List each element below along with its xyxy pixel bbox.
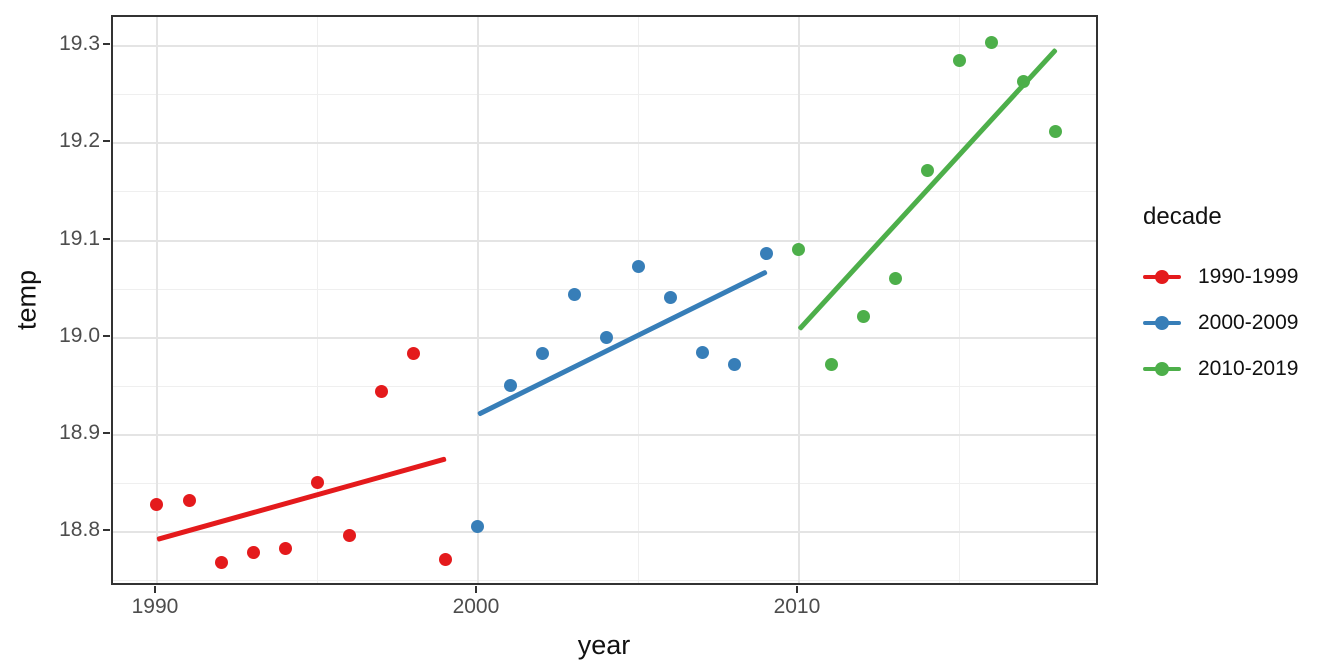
data-point (407, 346, 421, 360)
data-point (375, 384, 389, 398)
data-point (471, 519, 485, 533)
legend-key-line-dot-icon (1143, 270, 1181, 285)
data-point (952, 54, 966, 68)
y-tick-label: 18.9 (59, 420, 100, 444)
tick-mark (103, 529, 110, 532)
data-point (246, 545, 260, 559)
gridline-minor-h (113, 191, 1096, 193)
x-axis-title: year (577, 630, 631, 660)
legend-item-label: 2000-2009 (1198, 311, 1299, 334)
x-tick-label: 2010 (773, 595, 821, 618)
legend-item-2010-2019: 2010-2019 (1143, 346, 1298, 392)
data-point (214, 555, 228, 569)
y-tick-label: 19.2 (59, 129, 100, 153)
x-tick-label: 1990 (131, 595, 179, 618)
gridline-minor-v (316, 17, 318, 583)
data-point (278, 542, 292, 556)
data-point (920, 164, 934, 178)
gridline-major-h (113, 45, 1096, 48)
legend-item-label: 2010-2019 (1198, 357, 1299, 380)
data-point (824, 358, 838, 372)
legend: decade 1990-1999 2000-2009 2010-2019 (1143, 203, 1343, 380)
data-point (182, 494, 196, 508)
data-point (1049, 125, 1063, 139)
trend-line (156, 456, 447, 542)
y-tick-label: 19.3 (59, 32, 100, 56)
data-point (343, 529, 357, 543)
data-point (888, 271, 902, 285)
data-point (664, 291, 678, 305)
tick-mark (474, 586, 477, 593)
data-point (599, 331, 613, 345)
plot-area (113, 17, 1096, 583)
y-tick-label: 18.8 (59, 518, 100, 542)
data-point (310, 476, 324, 490)
gridline-major-v (797, 17, 800, 583)
legend-title: decade (1143, 203, 1222, 230)
data-point (535, 346, 549, 360)
data-point (150, 498, 164, 512)
data-point (856, 309, 870, 323)
data-point (631, 260, 645, 274)
gridline-major-h (113, 239, 1096, 242)
gridline-major-v (476, 17, 479, 583)
gridline-minor-h (113, 94, 1096, 96)
legend-key-line-dot-icon (1143, 362, 1181, 377)
data-point (985, 35, 998, 49)
legend-item-2000-2009: 2000-2009 (1143, 300, 1298, 346)
data-point (792, 242, 806, 256)
tick-mark (153, 586, 156, 593)
gridline-major-h (113, 531, 1096, 534)
data-point (728, 358, 742, 372)
tick-mark (103, 431, 110, 434)
tick-mark (103, 43, 110, 46)
gridline-major-h (113, 433, 1096, 436)
gridline-major-v (155, 17, 158, 583)
gridline-minor-h (113, 580, 1096, 582)
legend-key-line-dot-icon (1143, 316, 1181, 331)
tick-mark (795, 586, 798, 593)
gridline-minor-v (637, 17, 639, 583)
data-point (567, 288, 581, 302)
y-tick-label: 19.0 (59, 323, 100, 347)
tick-mark (103, 237, 110, 240)
data-point (439, 552, 453, 566)
tick-mark (103, 334, 110, 337)
legend-item-label: 1990-1999 (1198, 265, 1299, 288)
gridline-major-h (113, 142, 1096, 145)
x-tick-label: 2000 (452, 595, 500, 618)
gridline-minor-h (113, 385, 1096, 387)
plot-panel (111, 15, 1098, 585)
gridline-minor-h (113, 288, 1096, 290)
tick-mark (103, 140, 110, 143)
gridline-minor-v (958, 17, 960, 583)
data-point (760, 246, 774, 260)
y-tick-label: 19.1 (59, 226, 100, 250)
legend-item-1990-1999: 1990-1999 (1143, 254, 1298, 300)
gridline-minor-h (113, 482, 1096, 484)
data-point (696, 345, 710, 359)
trend-line (476, 269, 768, 417)
data-point (503, 378, 517, 392)
y-axis-title: temp (11, 269, 42, 331)
